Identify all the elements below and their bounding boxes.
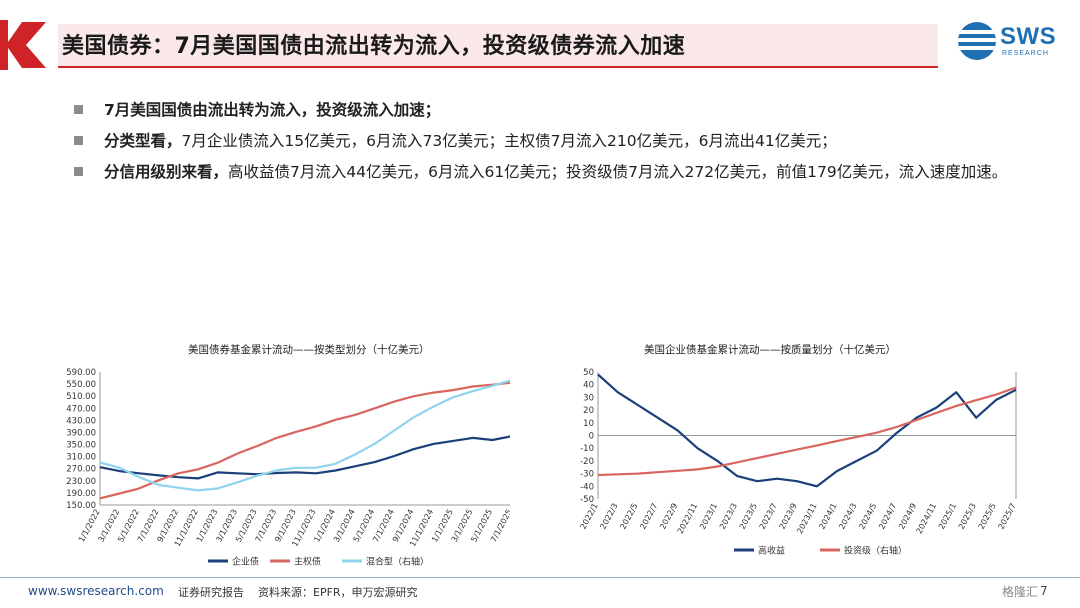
bullet-bold-text: 分类型看，	[104, 132, 182, 150]
page-title: 美国债券：7月美国国债由流出转为流入，投资级债券流入加速	[62, 34, 686, 59]
sws-logo: SWS RESEARCH	[958, 20, 1068, 64]
x-tick-label: 2022/1	[579, 502, 600, 531]
legend-label: 高收益	[758, 545, 785, 557]
y-left-tick-label: 350.00	[66, 441, 96, 451]
y-left-tick-label: 190.00	[66, 489, 96, 499]
series-line-0	[99, 435, 510, 480]
legend-label: 企业债	[232, 556, 259, 568]
y-left-tick-label: 550.00	[66, 380, 96, 390]
y-left-tick-label: 470.00	[66, 404, 96, 414]
footer-website-link[interactable]: www.swsresearch.com	[28, 584, 164, 598]
y-left-tick-label: 590.00	[66, 368, 96, 378]
bullet-list: 7月美国国债由流出转为流入，投资级流入加速； 分类型看，7月企业债流入15亿美元…	[74, 98, 1054, 191]
x-tick-label: 2023/11	[795, 502, 819, 536]
chart-title-by-quality: 美国企业债基金累计流动——按质量划分（十亿美元）	[644, 344, 896, 356]
y-left-tick-label: 20	[583, 406, 594, 416]
series-line-2	[99, 379, 510, 492]
bullet-item: 分类型看，7月企业债流入15亿美元，6月流入73亿美元；主权债7月流入210亿美…	[74, 129, 1054, 153]
y-left-tick-label: 150.00	[66, 501, 96, 511]
x-tick-label: 2022/9	[658, 502, 679, 531]
x-tick-label: 2024/5	[857, 502, 878, 531]
square-bullet-icon	[74, 105, 83, 114]
x-tick-label: 2023/1	[698, 502, 719, 531]
y-left-tick-label: 430.00	[66, 416, 96, 426]
bullet-bold-text: 分信用级别来看，	[104, 163, 229, 181]
y-left-tick-label: -10	[580, 444, 594, 454]
series-line-1	[99, 381, 510, 500]
x-tick-label: 2024/1	[817, 502, 838, 531]
bullet-text: 高收益债7月流入44亿美元，6月流入61亿美元；投资级债7月流入272亿美元，前…	[228, 163, 1008, 181]
x-tick-label: 2022/3	[599, 502, 620, 531]
y-left-tick-label: 30	[583, 393, 594, 403]
y-left-tick-label: 40	[583, 381, 594, 391]
y-left-tick-label: -40	[580, 482, 594, 492]
logo-subtext: RESEARCH	[1002, 50, 1049, 57]
x-tick-label: 2024/9	[897, 502, 918, 531]
x-tick-label: 2024/3	[837, 502, 858, 531]
series-line-0	[597, 373, 1017, 488]
x-tick-label: 2023/5	[738, 502, 759, 531]
y-left-tick-label: 10	[583, 419, 594, 429]
square-bullet-icon	[74, 167, 83, 176]
title-banner	[0, 20, 938, 70]
y-left-tick-label: 0	[589, 432, 594, 442]
x-tick-label: 2025/3	[957, 502, 978, 531]
y-left-tick-label: -50	[580, 495, 594, 505]
chart-corporate-bond-by-quality: -50-40-30-20-100102030405010001100120013…	[579, 368, 1018, 557]
y-left-tick-label: -20	[580, 457, 594, 467]
y-left-tick-label: 510.00	[66, 392, 96, 402]
y-left-tick-label: 310.00	[66, 453, 96, 463]
bullet-item: 分信用级别来看，高收益债7月流入44亿美元，6月流入61亿美元；投资级债7月流入…	[74, 160, 1054, 184]
y-left-tick-label: 270.00	[66, 465, 96, 475]
y-left-tick-label: -30	[580, 470, 594, 480]
footer-category: 证券研究报告	[178, 586, 244, 599]
x-tick-label: 2025/5	[977, 502, 998, 531]
x-tick-label: 2023/9	[778, 502, 799, 531]
title-bar	[0, 14, 1080, 76]
chart-bond-fund-by-type: 150.00 190.00 230.00 270.00 310.00 350.00 390.…	[66, 368, 510, 568]
footer-watermark: 格隆汇	[1002, 585, 1039, 599]
y-left-tick-label: 50	[583, 368, 594, 378]
x-tick-label: 2025/1	[937, 502, 958, 531]
logo-globe-icon	[958, 22, 996, 60]
chart-title-by-type: 美国债券基金累计流动——按类型划分（十亿美元）	[188, 344, 430, 356]
x-tick-label: 2024/7	[877, 502, 898, 531]
x-tick-label: 2022/5	[618, 502, 639, 531]
series-line-1	[597, 386, 1017, 477]
logo-text: SWS	[1000, 23, 1057, 50]
legend-label: 混合型（右轴）	[366, 556, 429, 568]
bullet-item: 7月美国国债由流出转为流入，投资级流入加速；	[74, 98, 1054, 122]
y-left-tick-label: 390.00	[66, 428, 96, 438]
page-number: 7	[1040, 584, 1048, 598]
footer-divider	[0, 577, 1080, 578]
x-tick-label: 2025/7	[997, 502, 1018, 531]
legend-label: 主权债	[294, 556, 321, 568]
square-bullet-icon	[74, 136, 83, 145]
legend-label: 投资级（右轴）	[844, 545, 907, 557]
bullet-text: 7月企业债流入15亿美元，6月流入73亿美元；主权债7月流入210亿美元，6月流…	[181, 132, 837, 150]
footer-source: 资料来源：EPFR，申万宏源研究	[258, 586, 418, 599]
x-tick-label: 2023/3	[718, 502, 739, 531]
x-tick-label: 2022/11	[676, 502, 700, 536]
x-tick-label: 2022/7	[638, 502, 659, 531]
bullet-bold-text: 7月美国国债由流出转为流入，投资级流入加速；	[104, 101, 441, 119]
x-tick-label: 2024/11	[915, 502, 939, 536]
x-tick-label: 2023/7	[758, 502, 779, 531]
y-left-tick-label: 230.00	[66, 477, 96, 487]
